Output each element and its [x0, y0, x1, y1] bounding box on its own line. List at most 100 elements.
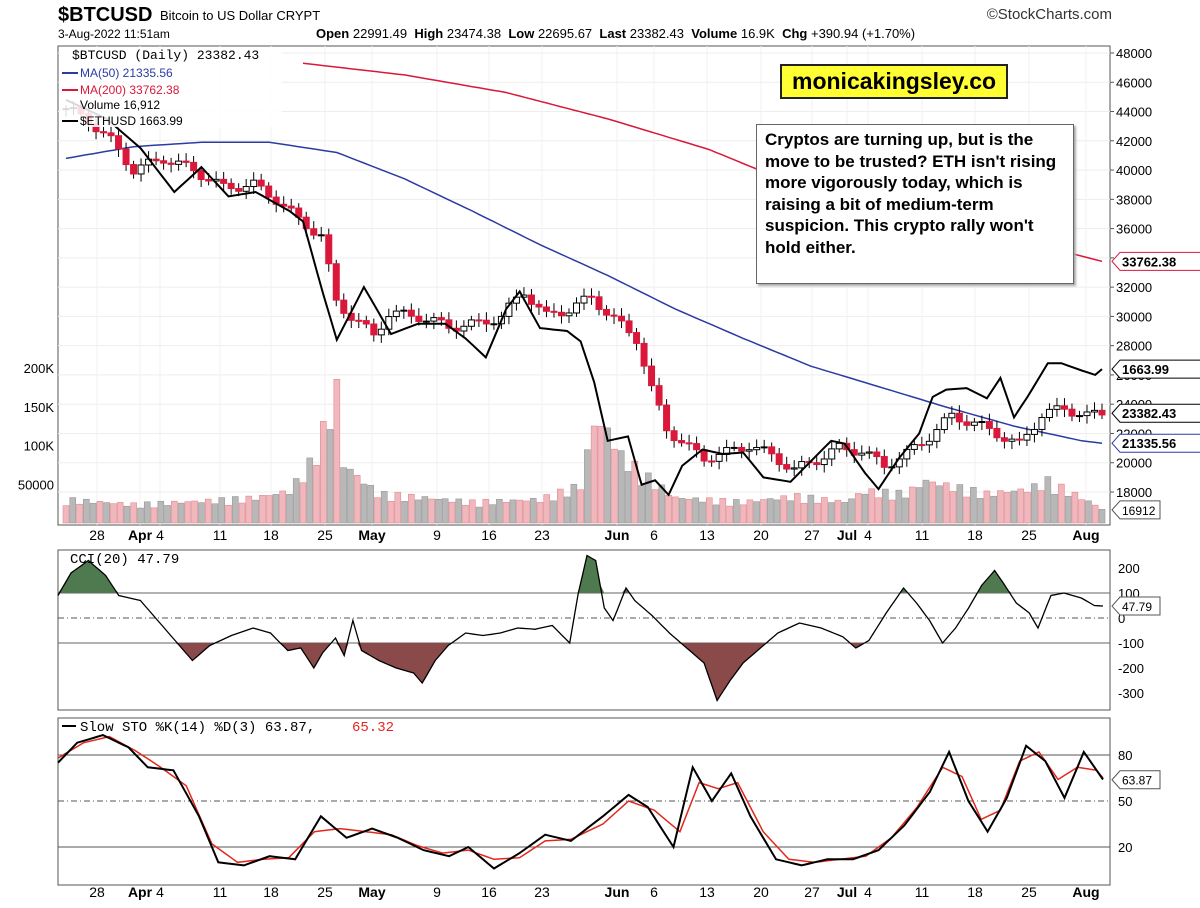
volume-bar: [448, 501, 456, 524]
candle-body: [137, 164, 145, 175]
date-label: 16: [481, 527, 497, 543]
volume-bar: [570, 483, 578, 524]
volume-layer: [62, 378, 1106, 524]
candle-body: [580, 295, 588, 304]
price-tick-label: 20000: [1116, 456, 1152, 471]
candle-body: [603, 308, 611, 316]
date-label: Apr: [128, 527, 153, 543]
chart-description: Bitcoin to US Dollar CRYPT: [160, 8, 321, 23]
tag-volume-box: [1111, 500, 1161, 520]
volume-tick-label: 50000: [18, 477, 54, 492]
volume-bar: [543, 494, 551, 524]
candle-body: [865, 451, 873, 454]
date-label-bottom: 20: [753, 884, 769, 900]
volume-bar: [286, 494, 293, 524]
candle-body: [205, 179, 213, 182]
volume-bar: [611, 448, 618, 524]
candle-body: [670, 430, 678, 442]
candle-body: [918, 444, 926, 447]
volume-bar: [231, 496, 239, 524]
volume-bar: [604, 427, 611, 524]
legend-background: [60, 47, 282, 127]
volume-bar: [137, 507, 144, 524]
volume-bar: [374, 497, 381, 524]
candle-body: [250, 179, 258, 188]
candle-body: [1090, 409, 1098, 413]
candle-body: [655, 385, 663, 406]
volume-bar: [1044, 476, 1052, 524]
volume-bar: [997, 490, 1004, 524]
price-tick-label: 46000: [1116, 75, 1152, 90]
date-label-bottom: 18: [263, 884, 279, 900]
candle-body: [963, 421, 971, 426]
volume-bar: [557, 488, 564, 524]
volume-bar: [800, 502, 808, 524]
chg-label: Chg: [782, 26, 808, 41]
volume-bar: [367, 485, 375, 524]
date-label-bottom: Jul: [837, 884, 857, 900]
volume-bar: [123, 505, 131, 524]
cci-tick-label: 0: [1118, 611, 1125, 626]
tag-cci-box: [1111, 596, 1161, 616]
volume-bar: [665, 494, 672, 524]
volume-bar: [658, 484, 666, 524]
volume-bar: [89, 502, 97, 524]
volume-bar: [299, 482, 307, 524]
volume-bar: [949, 491, 957, 524]
volume-bar: [692, 497, 700, 524]
candle-body: [948, 412, 956, 419]
date-label: 11: [915, 527, 930, 543]
cci-panel-frame: [57, 549, 1111, 711]
volume-bar: [489, 504, 496, 524]
volume-bar: [1058, 483, 1065, 524]
candle-body: [317, 234, 325, 237]
watermark-badge: monicakingsley.co: [780, 64, 1009, 99]
price-tick-label: 38000: [1116, 192, 1152, 207]
price-tick-label: 48000: [1116, 46, 1152, 61]
volume-bar: [827, 502, 835, 524]
candle-body: [1075, 415, 1083, 418]
candle-body: [460, 325, 468, 332]
candle-body: [197, 170, 205, 181]
volume-bar: [942, 482, 950, 524]
volume-bar: [191, 500, 198, 524]
date-label: 9: [433, 527, 441, 543]
volume-bar: [854, 493, 862, 524]
candle-body: [783, 464, 791, 470]
candle-body: [933, 429, 941, 442]
date-label: 27: [804, 527, 820, 543]
date-label: 18: [967, 527, 983, 543]
candle-body: [535, 303, 543, 308]
volume-bar: [678, 498, 686, 524]
candle-body: [407, 309, 415, 317]
candle-body: [993, 427, 1001, 439]
date-label: 4: [156, 527, 164, 543]
last-value: 23382.43: [629, 26, 684, 41]
cci-tick-label: 200: [1118, 561, 1140, 576]
date-label: 28: [89, 527, 105, 543]
volume-bar: [814, 502, 821, 524]
volume-bar: [252, 499, 259, 524]
volume-bar: [882, 488, 889, 524]
volume-bar: [414, 499, 422, 524]
volume-bar: [177, 502, 185, 524]
candle-body: [985, 421, 993, 429]
volume-bar: [475, 506, 483, 524]
volume-bar: [848, 498, 855, 524]
volume-bar: [733, 499, 740, 524]
volume-bar: [76, 503, 83, 524]
volume-bar: [746, 499, 754, 524]
legend-main: $BTCUSD (Daily) 23382.43: [72, 48, 259, 63]
volume-bar: [265, 495, 273, 524]
candle-body: [1045, 408, 1053, 419]
date-label-bottom: 11: [213, 884, 228, 900]
candle-body: [377, 328, 385, 336]
tag-ma200: 33762.38: [1122, 254, 1176, 269]
volume-bar: [1071, 491, 1079, 524]
volume-bar: [353, 475, 361, 524]
price-tick-label: 36000: [1116, 222, 1152, 237]
candle-body: [715, 453, 723, 462]
legend-sto-d: 65.32: [352, 720, 394, 736]
candle-body: [1038, 417, 1046, 430]
candle-body: [610, 314, 618, 317]
